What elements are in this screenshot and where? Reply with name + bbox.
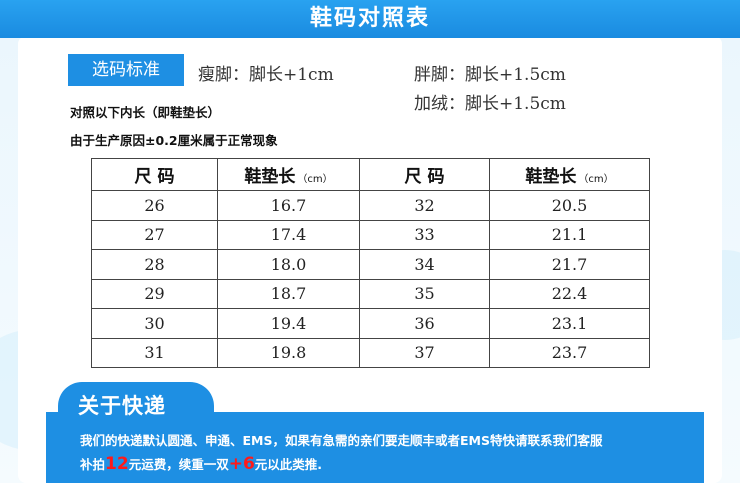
length-cell: 21.1 (489, 219, 650, 250)
extra-pair-fee: +6 (228, 454, 255, 474)
thin-foot-rule: 瘦脚：脚长+1cm (198, 65, 334, 85)
size-cell: 32 (359, 190, 490, 221)
length-cell: 18.0 (217, 249, 360, 280)
sizing-standard-label: 选码标准 (68, 54, 184, 86)
length-cell: 16.7 (217, 190, 360, 221)
length-cell: 19.4 (217, 308, 360, 339)
page-title: 鞋码对照表 (0, 0, 740, 38)
header-unit: （cm） (297, 174, 333, 185)
length-cell: 19.8 (217, 337, 360, 368)
table-row: 26 16.7 32 20.5 (91, 190, 650, 221)
wide-foot-rule: 胖脚：脚长+1.5cm (414, 65, 566, 85)
shipping-line-2: 补拍12元运费，续重一双+6元以此类推. (80, 454, 322, 474)
size-cell: 28 (91, 249, 218, 280)
plush-rule: 加绒：脚长+1.5cm (414, 94, 566, 114)
shipping-text: 补拍 (80, 457, 106, 472)
header-insole: 鞋垫长 （cm） (217, 158, 360, 191)
header-size: 尺 码 (91, 158, 218, 191)
size-cell: 36 (359, 308, 490, 339)
size-cell: 33 (359, 219, 490, 250)
tolerance-note: 由于生产原因±0.2厘米属于正常现象 (70, 133, 278, 148)
length-cell: 23.7 (489, 337, 650, 368)
length-cell: 22.4 (489, 278, 650, 309)
shipping-text: 元以此类推. (254, 457, 323, 472)
header-insole: 鞋垫长 （cm） (489, 158, 650, 191)
shipping-panel (46, 412, 704, 483)
size-cell: 31 (91, 337, 218, 368)
header-unit: （cm） (578, 174, 614, 185)
size-cell: 29 (91, 278, 218, 309)
measure-note: 对照以下内长（即鞋垫长） (70, 105, 221, 120)
table-row: 30 19.4 36 23.1 (91, 308, 650, 339)
table-row: 29 18.7 35 22.4 (91, 278, 650, 309)
size-cell: 30 (91, 308, 218, 339)
size-table: 尺 码 鞋垫长 （cm） 尺 码 鞋垫长 （cm） 26 16.7 32 20.5 … (91, 158, 650, 368)
shipping-fee-amount: 12 (105, 454, 129, 474)
table-row: 31 19.8 37 23.7 (91, 337, 650, 368)
size-cell: 26 (91, 190, 218, 221)
shipping-title: 关于快递 (78, 394, 166, 418)
size-cell: 34 (359, 249, 490, 280)
length-cell: 18.7 (217, 278, 360, 309)
size-cell: 27 (91, 219, 218, 250)
header-size: 尺 码 (359, 158, 490, 191)
size-cell: 37 (359, 337, 490, 368)
length-cell: 17.4 (217, 219, 360, 250)
size-cell: 35 (359, 278, 490, 309)
length-cell: 23.1 (489, 308, 650, 339)
length-cell: 20.5 (489, 190, 650, 221)
length-cell: 21.7 (489, 249, 650, 280)
shipping-line-1: 我们的快递默认圆通、申通、EMS，如果有急需的亲们要走顺丰或者EMS特快请联系我… (80, 433, 603, 448)
table-row: 28 18.0 34 21.7 (91, 249, 650, 280)
table-header-row: 尺 码 鞋垫长 （cm） 尺 码 鞋垫长 （cm） (91, 158, 650, 191)
table-row: 27 17.4 33 21.1 (91, 219, 650, 250)
shipping-text: 元运费，续重一双 (128, 457, 229, 472)
